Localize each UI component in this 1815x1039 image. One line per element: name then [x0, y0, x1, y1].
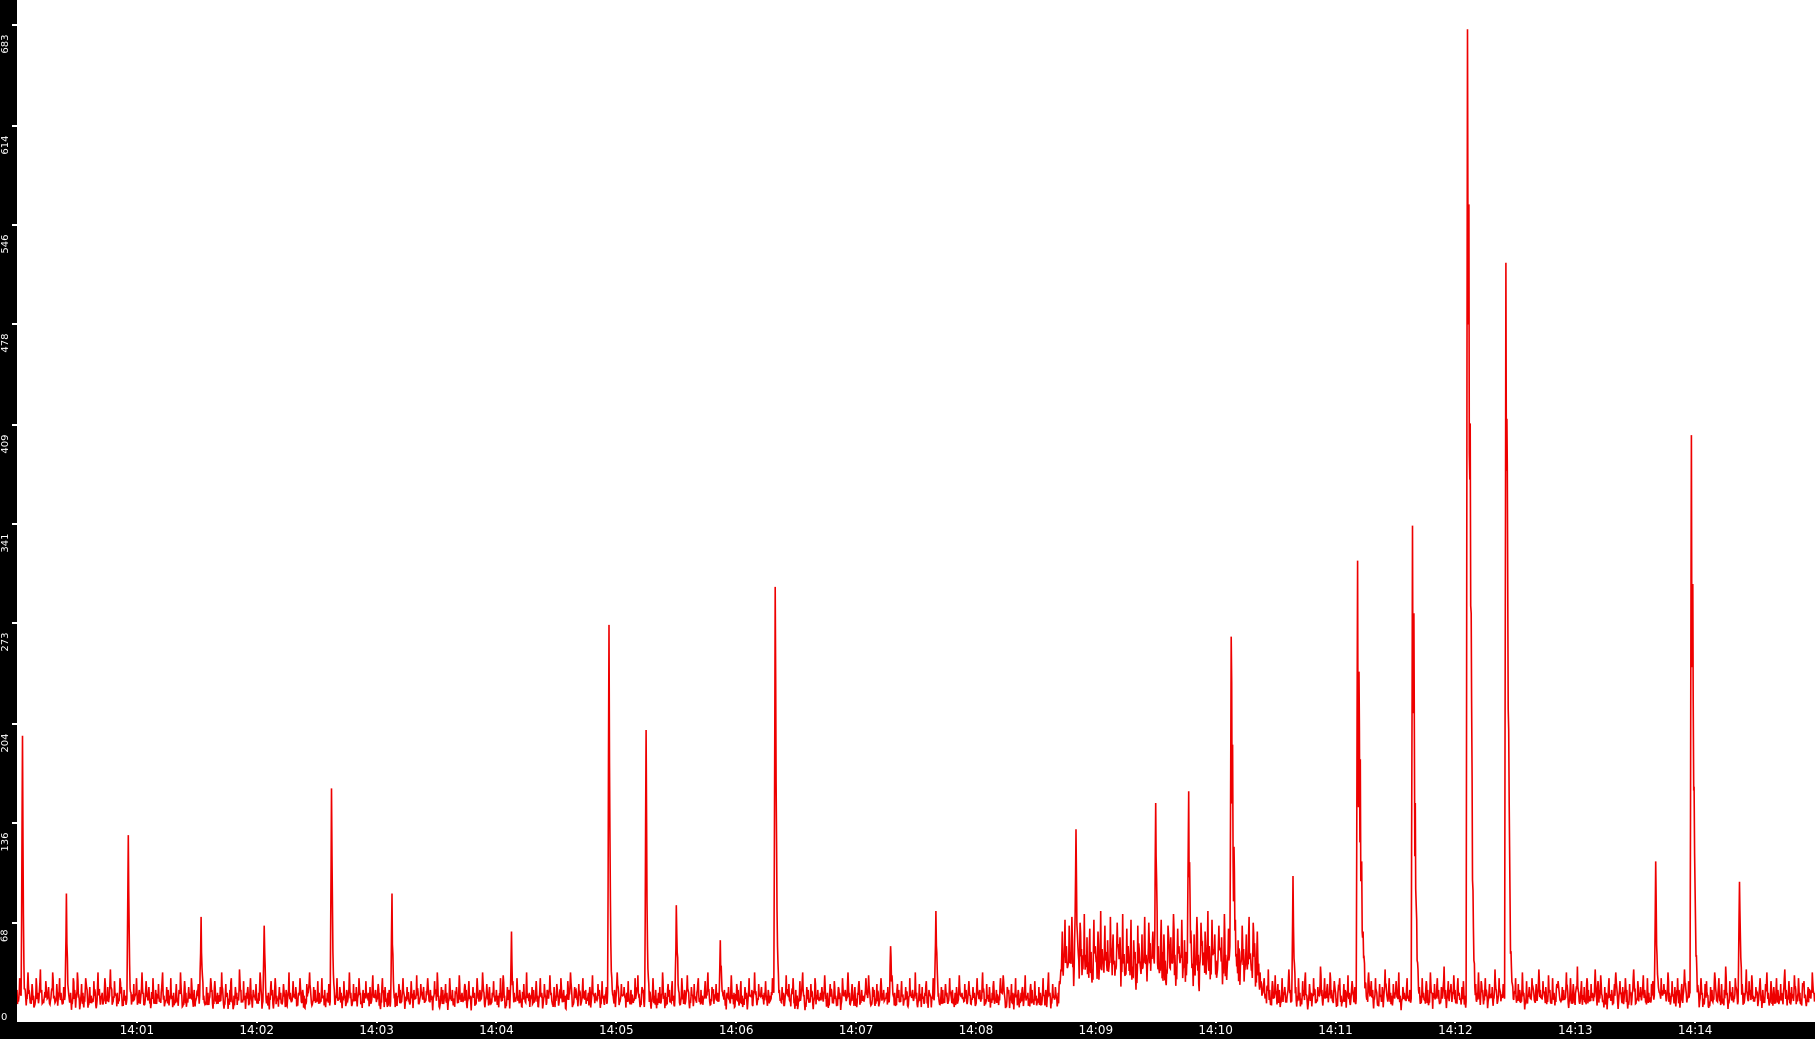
x-axis-tick-mark [495, 1016, 498, 1023]
y-axis-tick-mark [12, 323, 17, 326]
y-axis-tick-label: 478 [0, 333, 11, 353]
x-axis-tick-label: 14:14 [1677, 1023, 1713, 1037]
y-axis-tick-label: 136 [0, 832, 11, 853]
y-axis-tick-mark [12, 723, 17, 726]
y-axis-tick-label: 614 [0, 135, 11, 155]
y-axis-tick-mark [12, 223, 17, 226]
x-axis-tick-mark [1094, 1016, 1097, 1023]
x-axis-tick-label: 14:02 [239, 1023, 275, 1037]
x-axis-tick-mark [135, 1016, 138, 1023]
x-axis-tick-mark [1694, 1016, 1697, 1023]
x-axis-tick-label: 14:13 [1557, 1023, 1593, 1037]
x-axis-tick-label: 14:03 [359, 1023, 394, 1037]
x-axis-tick-mark [255, 1016, 258, 1023]
y-axis-tick-mark [12, 523, 17, 526]
x-axis-tick-label: 14:08 [958, 1023, 994, 1037]
x-axis-tick-label: 14:09 [1078, 1023, 1114, 1037]
x-axis-tick-label: 14:04 [479, 1023, 514, 1037]
x-axis-tick-mark [855, 1016, 858, 1023]
x-axis-tick-label: 14:11 [1318, 1023, 1353, 1037]
y-axis-tick-mark [12, 622, 17, 625]
y-axis-tick-mark [12, 423, 17, 426]
x-axis-tick-mark [735, 1016, 738, 1023]
y-axis-tick-label: 273 [0, 632, 11, 653]
x-axis-tick-label: 14:10 [1198, 1023, 1233, 1037]
x-axis-tick-mark [1334, 1016, 1337, 1023]
y-axis-tick-label: 341 [0, 533, 11, 553]
x-axis-tick-label: 14:01 [119, 1023, 155, 1037]
x-axis-tick-label: 14:12 [1438, 1023, 1473, 1037]
y-axis: 683 614 546 478 409 341 273 204 136 68 [0, 0, 17, 1022]
x-axis-tick-mark [1454, 1016, 1457, 1023]
y-axis-tick-mark [12, 921, 17, 924]
x-axis-tick-mark [1574, 1016, 1577, 1023]
y-axis-tick-label: 546 [0, 234, 11, 254]
y-axis-tick-label: 409 [0, 434, 11, 454]
y-axis-tick-mark [12, 124, 17, 127]
x-axis-tick-label: 14:07 [838, 1023, 874, 1037]
y-axis-tick-mark [12, 23, 17, 26]
x-axis-tick-mark [615, 1016, 618, 1023]
x-axis-tick-mark [974, 1016, 977, 1023]
x-axis: 14:01 14:02 14:03 14:04 14:05 14:06 14:07 14:08… [0, 1016, 1815, 1039]
y-axis-tick-mark [12, 822, 17, 825]
y-axis-zero-text: 0 [1, 1012, 8, 1023]
plot-area [17, 0, 1815, 1022]
traffic-line [17, 29, 1815, 1010]
x-axis-tick-label: 14:06 [718, 1023, 754, 1037]
data-trace-svg [17, 0, 1815, 1022]
y-axis-tick-label: 204 [0, 733, 11, 753]
y-axis-tick-label: 68 [0, 929, 11, 942]
y-axis-tick-label: 683 [0, 34, 11, 54]
x-axis-tick-mark [375, 1016, 378, 1023]
x-axis-tick-mark [1214, 1016, 1217, 1023]
x-axis-tick-label: 14:05 [599, 1023, 634, 1037]
